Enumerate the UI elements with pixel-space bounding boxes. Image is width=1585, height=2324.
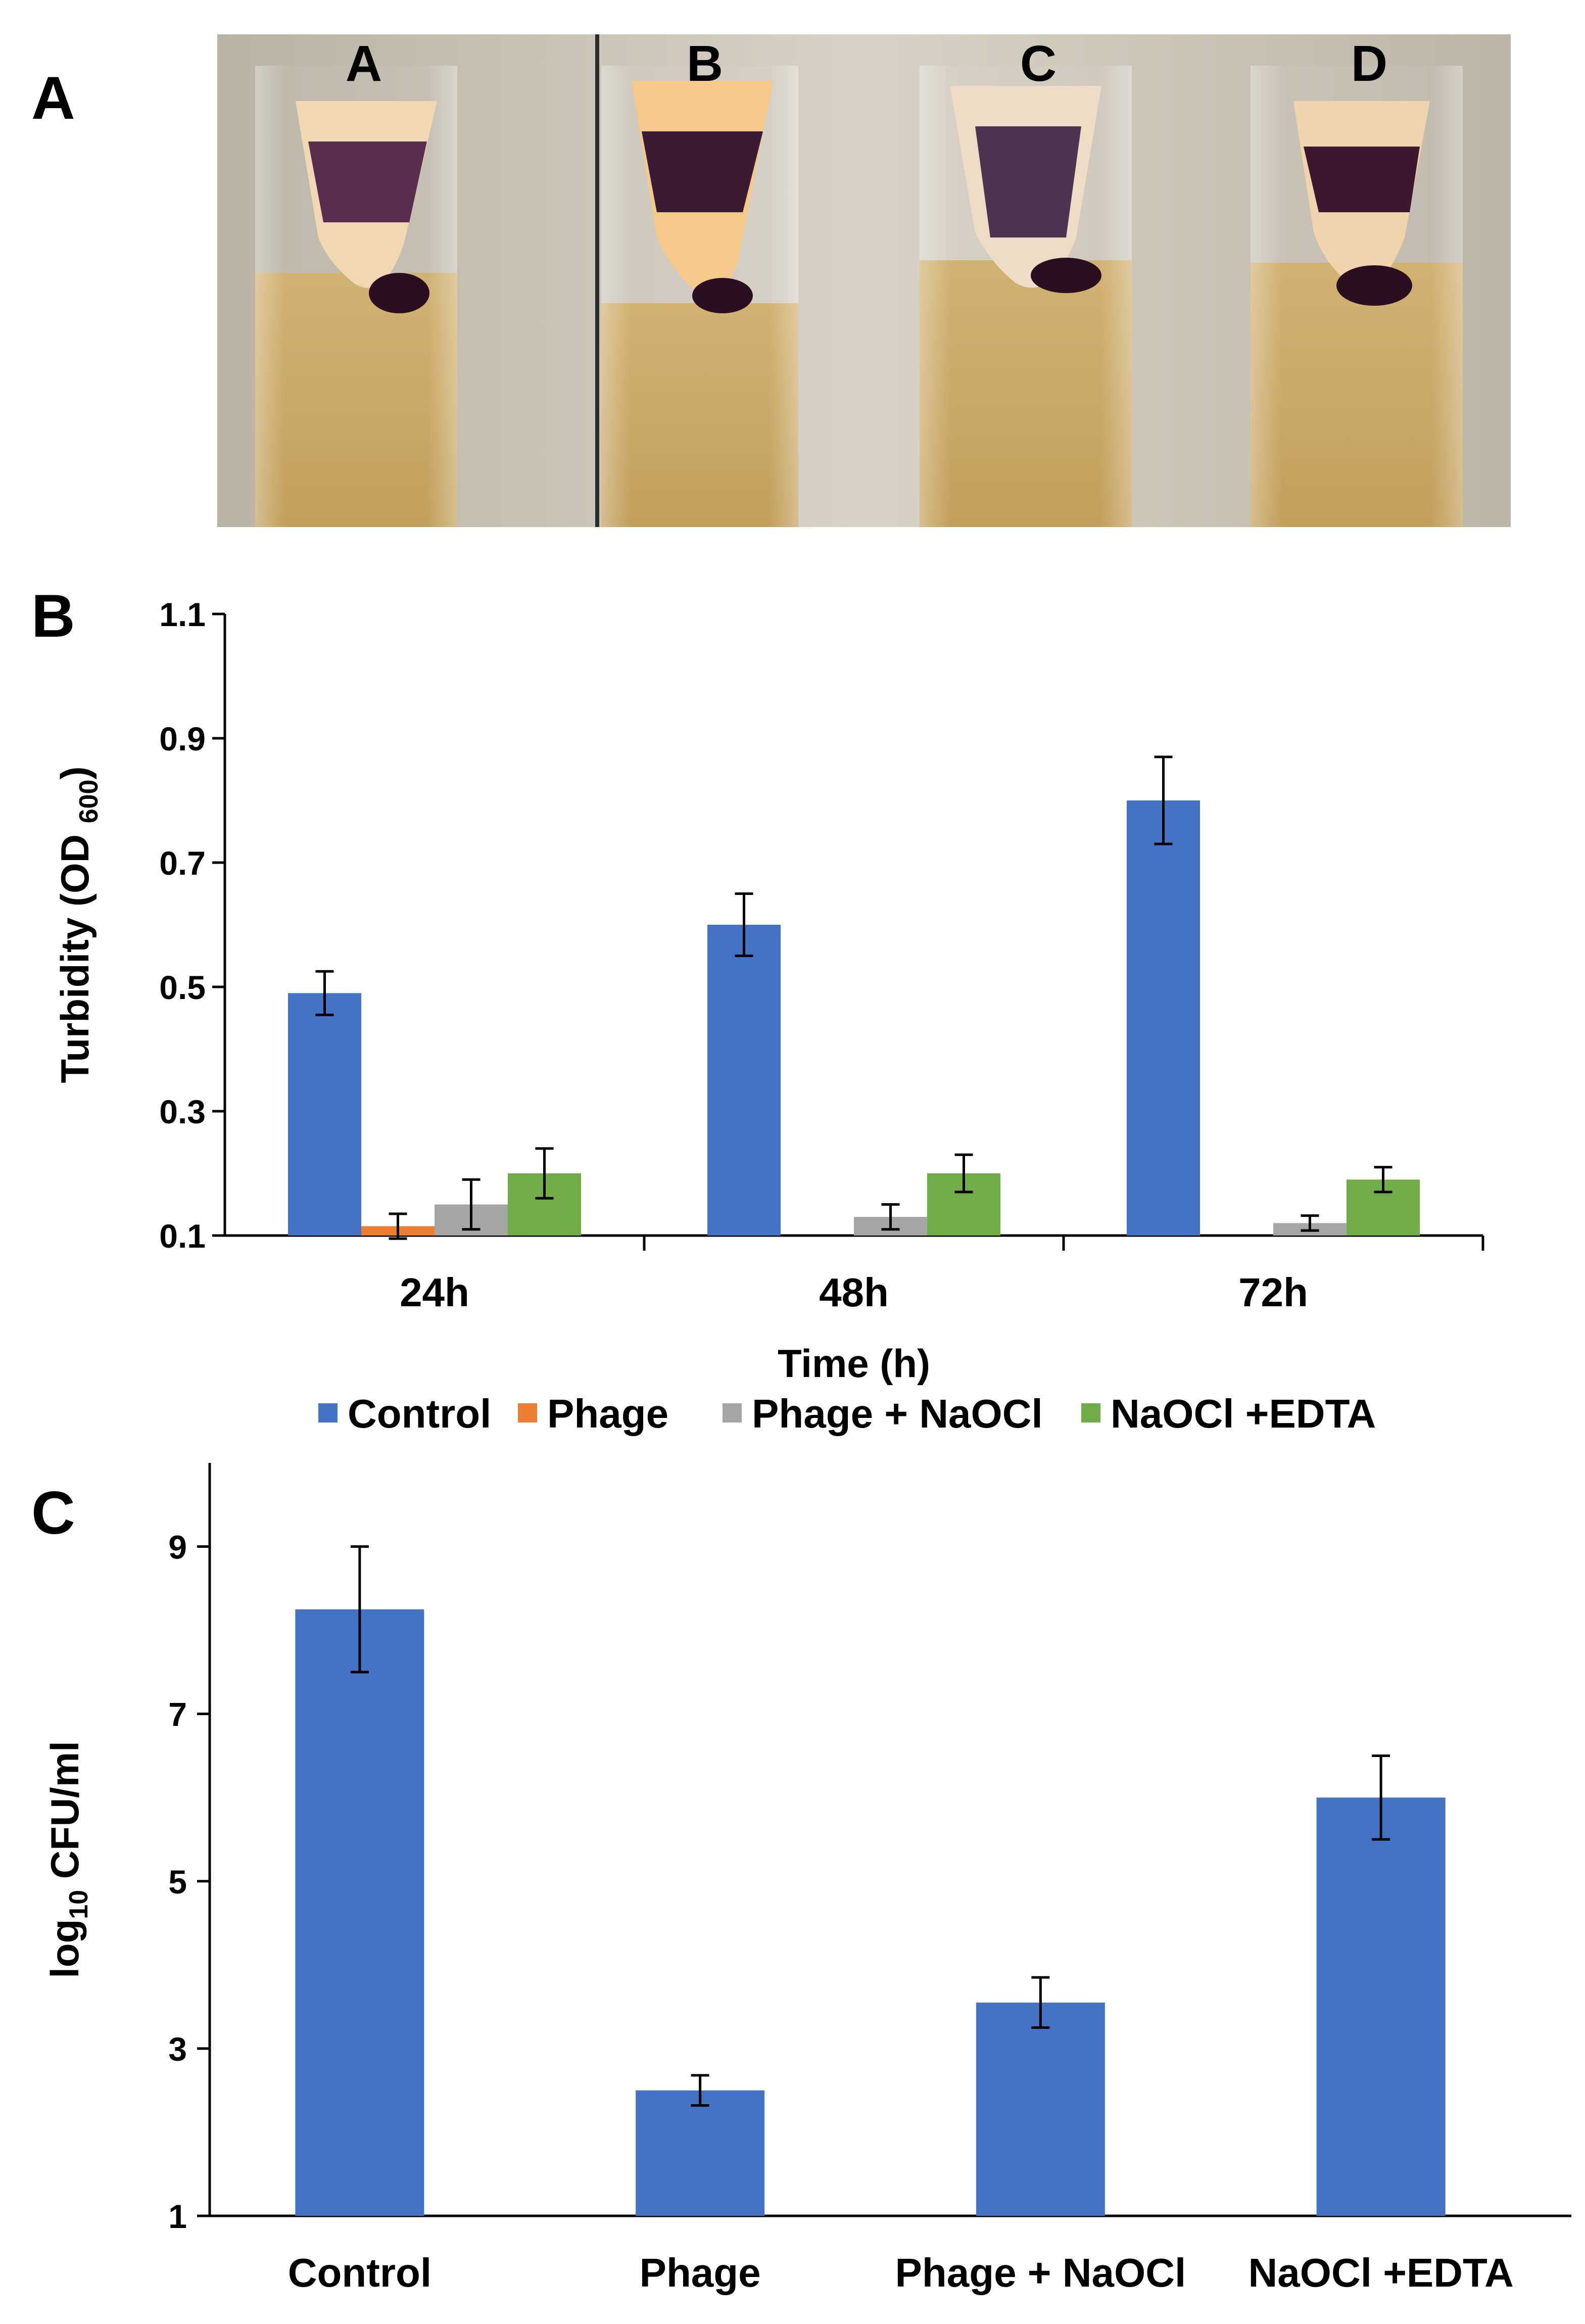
legend-label-phage-naocl: Phage + NaOCl [752, 1391, 1043, 1436]
bar-control-24h [288, 993, 361, 1236]
y-axis-title-subscript: 600 [74, 780, 104, 824]
panel-a-label: A [31, 64, 75, 132]
tube-label-a: A [346, 35, 382, 92]
tube-a [255, 66, 457, 527]
panel-c-label: C [31, 1479, 75, 1547]
y-tick-label: 0.3 [159, 1093, 206, 1130]
y-axis-title-close: ) [53, 767, 97, 780]
y-axis-title: log10 CFU/ml [42, 1741, 93, 1978]
tube-d [1251, 66, 1463, 527]
y-tick-label: 0.5 [159, 969, 206, 1006]
legend-swatch-phage-naocl [723, 1403, 742, 1422]
x-tick-label: Phage [640, 2250, 761, 2295]
legend-label-phage: Phage [547, 1391, 668, 1436]
legend-swatch-control [318, 1403, 338, 1422]
tube-a-biofilm [308, 141, 427, 222]
x-tick-label: 72h [1238, 1270, 1308, 1315]
legend-label-naocl-edta: NaOCl +EDTA [1111, 1391, 1376, 1436]
tube-d-tip [1336, 265, 1412, 306]
bar-naocl-edta [1316, 1797, 1446, 2216]
y-tick-label: 1.1 [159, 596, 206, 633]
y-tick-label: 5 [168, 1863, 187, 1901]
y-tick-label: 3 [168, 2030, 187, 2068]
tube-c-tip [1031, 258, 1101, 293]
x-axis-title: Time (h) [778, 1341, 930, 1386]
x-tick-label: NaOCl +EDTA [1248, 2250, 1513, 2295]
tube-label-d: D [1351, 35, 1387, 92]
y-axis-title-main: Turbidity (OD [53, 823, 97, 1083]
tube-c [920, 66, 1132, 527]
y-axis-title-main: log [42, 1919, 87, 1978]
photo-divider [595, 34, 599, 527]
tube-b-biofilm [642, 131, 763, 212]
x-tick-label: Control [288, 2250, 431, 2295]
bar-phage [636, 2090, 765, 2216]
tube-b-tip [692, 278, 753, 313]
y-tick-label: 1 [168, 2198, 187, 2235]
legend: Control Phage Phage + NaOCl NaOCl +EDTA [318, 1391, 1376, 1436]
x-tick-label: 48h [819, 1270, 889, 1315]
panel-b-label: B [31, 582, 75, 650]
tube-a-tip [369, 273, 429, 313]
bar-control-72h [1127, 800, 1200, 1236]
tube-b [601, 66, 798, 527]
turbidity-chart: 0.1 0.3 0.5 0.7 0.9 1.1 24h 48h 72h Time (h) Turbi… [53, 596, 1484, 1436]
x-tick-label: 24h [400, 1270, 469, 1315]
legend-swatch-phage [518, 1403, 537, 1422]
tube-c-biofilm [975, 126, 1081, 238]
legend-label-control: Control [348, 1391, 491, 1436]
y-axis-title-rest: CFU/ml [42, 1741, 87, 1890]
y-axis-title: Turbidity (OD 600) [53, 767, 104, 1083]
bar-phage-naocl [976, 2002, 1105, 2216]
y-tick-label: 0.1 [159, 1217, 206, 1255]
y-tick-label: 0.7 [159, 844, 206, 882]
bar-control [295, 1609, 424, 2216]
tube-photo: A B C D [217, 34, 1511, 527]
tube-label-c: C [1020, 35, 1056, 92]
bar-control-48h [707, 925, 781, 1236]
y-axis-title-subscript: 10 [64, 1890, 93, 1919]
cfu-chart: 1 3 5 7 9 Control Phage Phage + NaOCl NaOCl +EDT… [42, 1463, 1571, 2295]
tube-label-b: B [687, 35, 723, 92]
legend-swatch-naocl-edta [1081, 1403, 1100, 1422]
y-tick-label: 0.9 [159, 720, 206, 757]
y-tick-label: 9 [168, 1529, 187, 1566]
y-tick-label: 7 [168, 1696, 187, 1733]
tube-d-biofilm [1304, 147, 1420, 212]
x-tick-label: Phage + NaOCl [895, 2250, 1186, 2295]
